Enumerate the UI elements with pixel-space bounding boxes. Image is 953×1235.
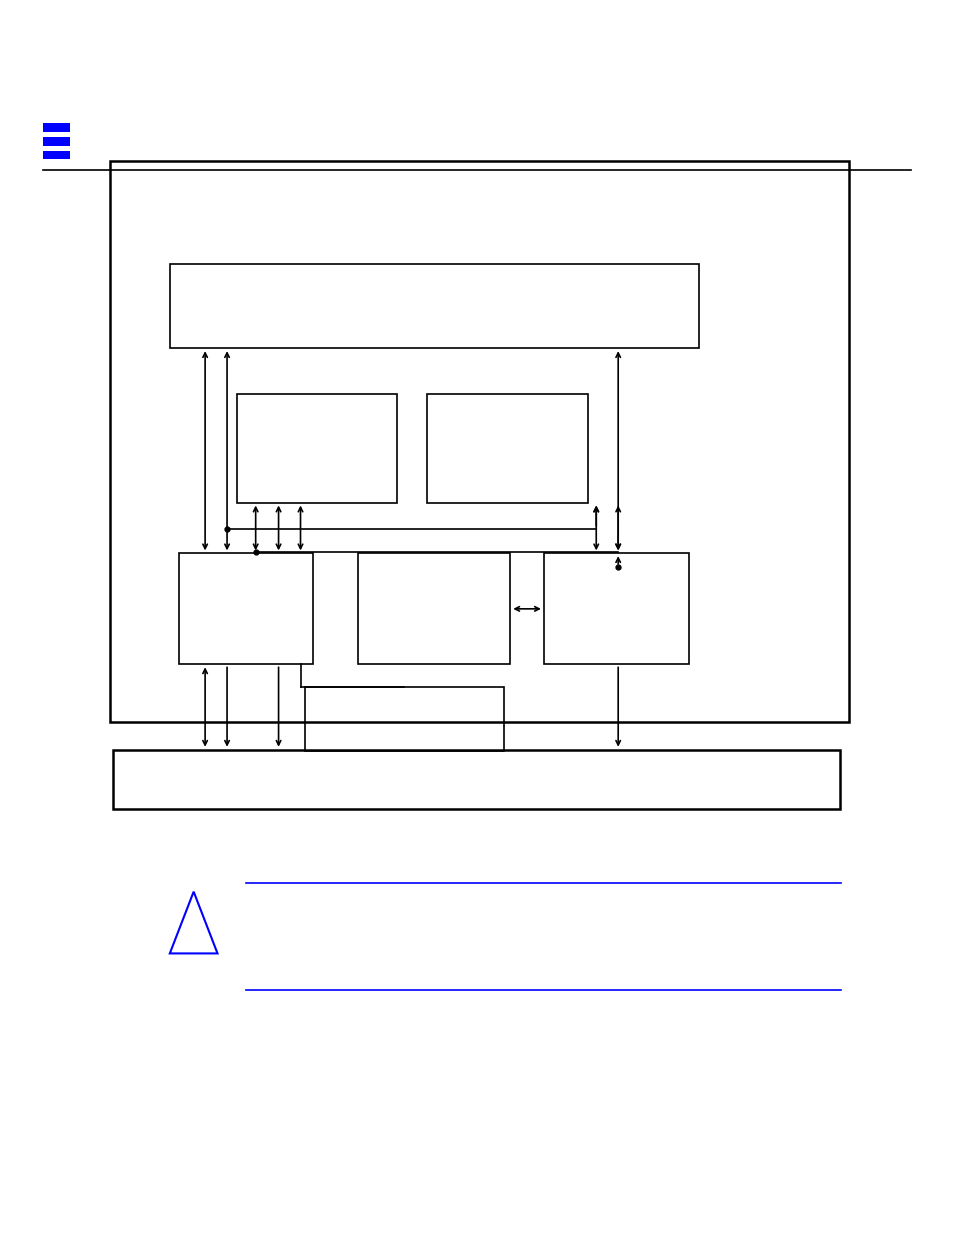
Bar: [427, 394, 587, 503]
Bar: [357, 553, 510, 664]
Bar: [110, 161, 848, 722]
Bar: [43, 137, 70, 146]
Bar: [543, 553, 688, 664]
Bar: [170, 264, 699, 348]
Bar: [43, 124, 70, 132]
Bar: [43, 151, 70, 159]
Bar: [305, 687, 503, 751]
Bar: [236, 394, 396, 503]
Bar: [112, 750, 840, 809]
Bar: [179, 553, 313, 664]
